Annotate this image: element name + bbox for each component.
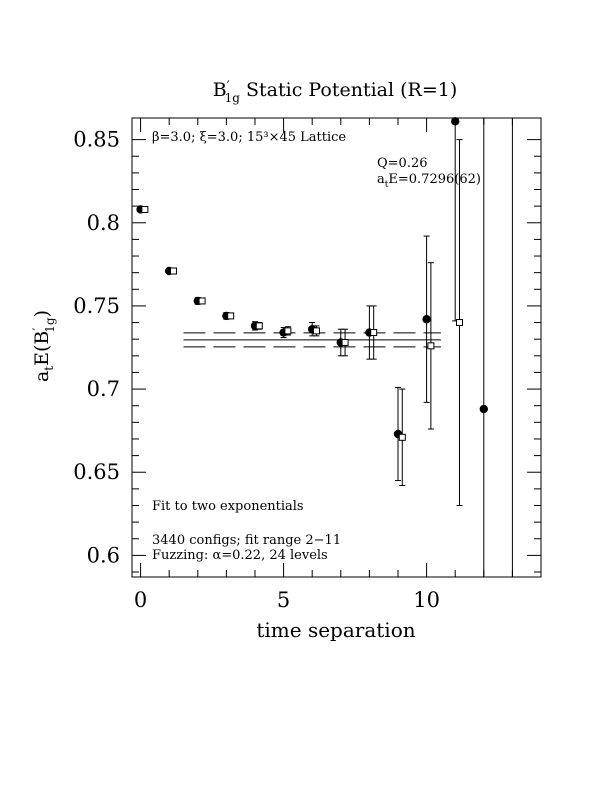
data-point-square	[370, 329, 378, 337]
y-tick-label: 0.7	[87, 377, 120, 401]
data-point-square	[284, 327, 292, 335]
data-point-square	[312, 327, 320, 335]
plot-frame	[131, 117, 542, 578]
annotation-q: Q=0.26	[377, 156, 428, 171]
ylabel-prime: ′	[31, 328, 46, 331]
data-point-square	[169, 267, 177, 275]
ylabel-pre: a	[31, 371, 53, 382]
data-point-square	[227, 312, 235, 320]
chart-title: B′ 1g Static Potential (R=1)	[213, 79, 458, 105]
energy-sub: t	[385, 180, 389, 190]
data-point-square	[455, 319, 463, 327]
energy-pre: a	[377, 172, 385, 187]
annotation-fit-type: Fit to two exponentials	[152, 499, 304, 514]
data-point-square	[427, 342, 435, 350]
data-point-square	[341, 339, 349, 347]
annotation-energy: atE=0.7296(62)	[377, 172, 481, 190]
title-subscript: 1g	[225, 91, 241, 105]
energy-post: E=0.7296(62)	[388, 172, 481, 187]
x-tick-label: 5	[277, 588, 290, 612]
x-axis-label: time separation	[256, 618, 415, 642]
annotation-fuzzing: Fuzzing: α=0.22, 24 levels	[152, 548, 328, 563]
x-tick-label: 10	[413, 588, 440, 612]
data-point-square	[198, 297, 206, 305]
annotation-configs: 3440 configs; fit range 2−11	[152, 533, 341, 548]
data-point-square	[255, 322, 263, 330]
ylabel-sub2: 1g	[43, 317, 57, 333]
data-point-square	[141, 205, 149, 213]
y-tick-label: 0.65	[73, 460, 120, 484]
y-tick-label: 0.6	[87, 543, 120, 567]
ylabel-sub1: t	[42, 366, 56, 371]
annotation-lattice: β=3.0; ξ=3.0; 15³×45 Lattice	[152, 130, 346, 145]
title-rest: Static Potential (R=1)	[240, 79, 457, 101]
ylabel-post: )	[31, 310, 53, 317]
data-point-square	[398, 433, 406, 441]
y-tick-label: 0.85	[73, 128, 120, 152]
x-tick-label: 0	[134, 588, 147, 612]
data-point-circle	[422, 315, 431, 324]
y-tick-label: 0.8	[87, 211, 120, 235]
y-axis-label: atE(B′1g)	[31, 310, 57, 382]
ylabel-mid: E(B	[31, 331, 53, 366]
title-prime: ′	[227, 79, 230, 94]
title-main: B	[213, 79, 227, 101]
data-point-circle	[479, 404, 488, 414]
y-tick-label: 0.75	[73, 294, 120, 318]
data-point-circle	[450, 117, 460, 126]
